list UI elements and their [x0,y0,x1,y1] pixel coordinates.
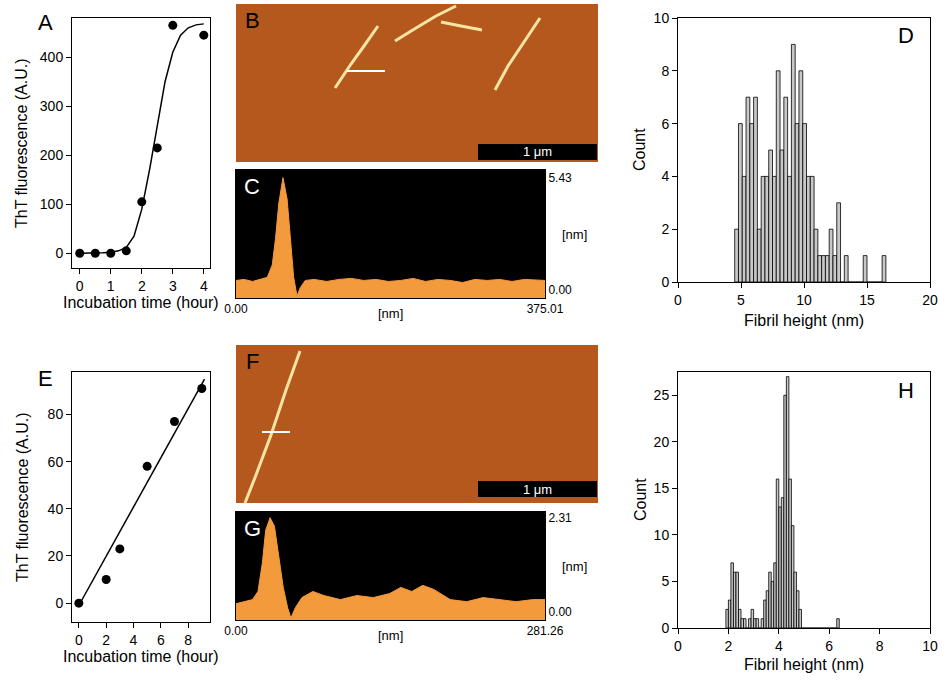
svg-text:Incubation time (hour): Incubation time (hour) [63,648,219,665]
svg-text:0: 0 [674,638,682,654]
svg-text:[nm]: [nm] [562,559,587,574]
svg-text:2: 2 [725,638,733,654]
svg-text:2: 2 [138,278,146,294]
svg-text:8: 8 [184,632,192,648]
svg-text:H: H [898,378,914,403]
svg-text:ThT fluorescence (A.U.): ThT fluorescence (A.U.) [14,412,31,582]
svg-text:40: 40 [48,501,64,517]
svg-text:2.31: 2.31 [548,511,572,525]
svg-text:10: 10 [796,292,812,308]
svg-text:6: 6 [661,116,669,132]
svg-text:2: 2 [661,221,669,237]
svg-text:G: G [244,516,261,541]
svg-text:4: 4 [200,278,208,294]
svg-text:A: A [38,10,53,35]
svg-text:Count: Count [631,128,648,171]
svg-text:4: 4 [661,168,669,184]
svg-text:10: 10 [654,527,670,543]
svg-text:5: 5 [661,573,669,589]
svg-text:5: 5 [737,292,745,308]
svg-text:300: 300 [40,98,64,114]
svg-text:1 μm: 1 μm [523,482,552,497]
svg-text:0.00: 0.00 [548,605,572,619]
svg-text:400: 400 [40,49,64,65]
svg-text:Count: Count [632,478,649,521]
svg-text:10: 10 [654,10,670,26]
svg-text:3: 3 [169,278,177,294]
svg-text:F: F [246,349,259,374]
svg-text:4: 4 [130,632,138,648]
svg-text:0.00: 0.00 [224,302,248,316]
svg-text:[nm]: [nm] [378,628,403,643]
svg-text:0.00: 0.00 [224,624,248,638]
svg-text:6: 6 [157,632,165,648]
svg-text:ThT fluorescence (A.U.): ThT fluorescence (A.U.) [13,58,30,228]
svg-text:Fibril height (nm): Fibril height (nm) [744,656,864,673]
svg-text:1 μm: 1 μm [523,144,552,159]
svg-text:20: 20 [48,548,64,564]
svg-text:0: 0 [55,595,63,611]
svg-text:15: 15 [654,480,670,496]
svg-text:15: 15 [859,292,875,308]
svg-text:Fibril height (nm): Fibril height (nm) [744,312,864,329]
svg-text:B: B [245,8,260,33]
svg-text:100: 100 [40,196,64,212]
svg-text:10: 10 [922,638,938,654]
svg-text:0: 0 [55,245,63,261]
svg-text:375.01: 375.01 [527,302,564,316]
svg-text:8: 8 [661,63,669,79]
svg-text:D: D [898,23,914,48]
svg-text:25: 25 [654,387,670,403]
svg-text:E: E [38,366,53,391]
svg-text:20: 20 [922,292,938,308]
svg-text:1: 1 [107,278,115,294]
svg-text:[nm]: [nm] [562,227,587,242]
svg-text:0: 0 [75,632,83,648]
svg-text:2: 2 [102,632,110,648]
svg-text:6: 6 [825,638,833,654]
svg-text:200: 200 [40,147,64,163]
svg-text:[nm]: [nm] [378,306,403,321]
svg-text:8: 8 [876,638,884,654]
svg-text:4: 4 [775,638,783,654]
svg-text:20: 20 [654,434,670,450]
svg-text:0: 0 [76,278,84,294]
svg-text:0: 0 [674,292,682,308]
svg-text:0.00: 0.00 [548,283,572,297]
svg-text:60: 60 [48,454,64,470]
svg-text:0: 0 [661,274,669,290]
svg-text:5.43: 5.43 [548,171,572,185]
svg-text:80: 80 [48,406,64,422]
svg-text:Incubation time (hour): Incubation time (hour) [63,294,219,311]
svg-text:C: C [244,174,260,199]
svg-text:281.26: 281.26 [527,624,564,638]
svg-text:0: 0 [661,620,669,636]
